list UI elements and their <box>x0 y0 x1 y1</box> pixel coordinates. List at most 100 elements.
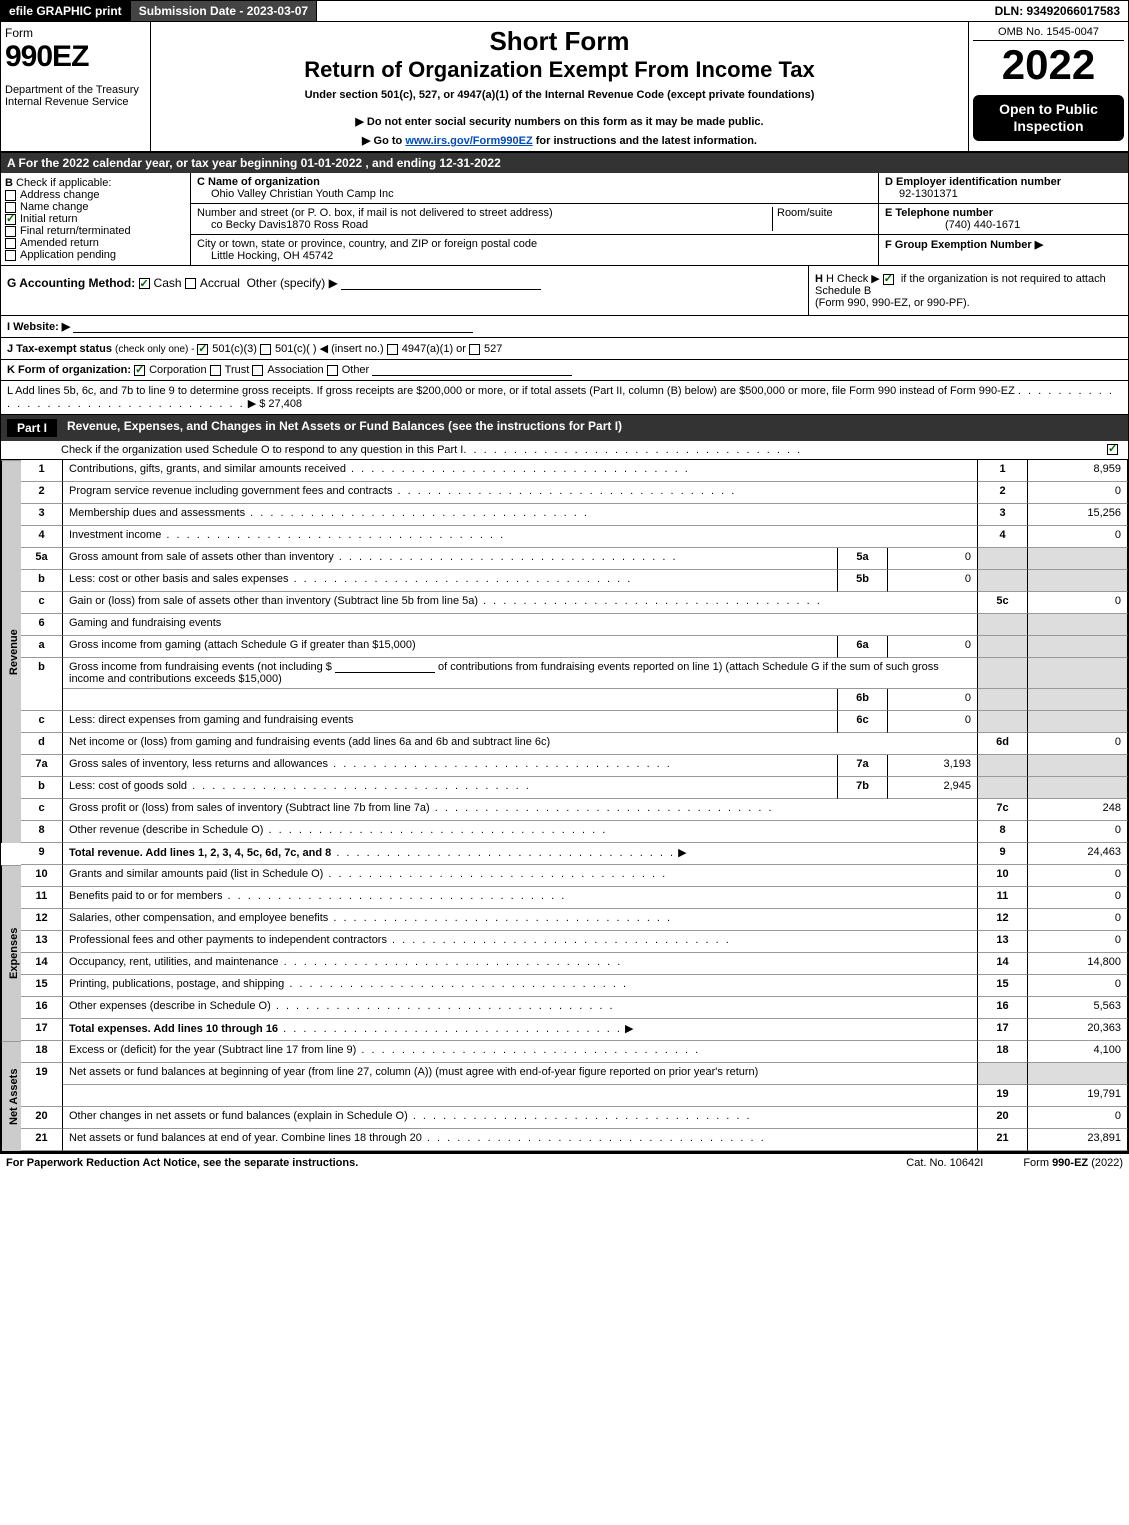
efile-print-button[interactable]: efile GRAPHIC print <box>1 1 131 21</box>
line-box: 2 <box>978 482 1028 504</box>
grey-cell <box>1028 1063 1128 1085</box>
sub-box: 7a <box>838 755 888 777</box>
H-checkbox[interactable] <box>883 274 894 285</box>
line-val: 8,959 <box>1028 460 1128 482</box>
line-label: Occupancy, rent, utilities, and maintena… <box>69 956 279 968</box>
grey-cell <box>978 689 1028 711</box>
501c3-label: 501(c)(3) <box>212 343 257 355</box>
amended-return-checkbox[interactable] <box>5 238 16 249</box>
spacer <box>1 843 21 865</box>
line-label: Less: cost of goods sold <box>69 780 187 792</box>
application-pending-checkbox[interactable] <box>5 250 16 261</box>
line-box: 7c <box>978 799 1028 821</box>
line-label: Gain or (loss) from sale of assets other… <box>69 595 478 607</box>
cash-checkbox[interactable] <box>139 278 150 289</box>
line-num: 19 <box>21 1063 63 1107</box>
phone-value: (740) 440-1671 <box>885 219 1020 231</box>
schedule-o-checkbox[interactable] <box>1107 444 1118 455</box>
sub-box: 5b <box>838 570 888 592</box>
org-name: Ohio Valley Christian Youth Camp Inc <box>197 188 394 200</box>
section-B-C-DEF: B Check if applicable: Address change Na… <box>1 173 1128 266</box>
sub-val: 0 <box>888 689 978 711</box>
line-box: 16 <box>978 997 1028 1019</box>
spacer <box>63 689 838 711</box>
line-num: c <box>21 799 63 821</box>
line-box: 21 <box>978 1129 1028 1151</box>
other-method-input[interactable] <box>341 278 541 290</box>
footer-right-post: (2022) <box>1088 1157 1123 1169</box>
address-change-checkbox[interactable] <box>5 190 16 201</box>
irs-link[interactable]: www.irs.gov/Form990EZ <box>405 135 532 147</box>
other-org-checkbox[interactable] <box>327 365 338 376</box>
name-change-label: Name change <box>20 201 89 213</box>
527-label: 527 <box>484 343 502 355</box>
line-box: 3 <box>978 504 1028 526</box>
application-pending-label: Application pending <box>20 249 116 261</box>
initial-return-checkbox[interactable] <box>5 214 16 225</box>
assoc-checkbox[interactable] <box>252 365 263 376</box>
line-label: Gross income from gaming (attach Schedul… <box>69 639 416 651</box>
spacer <box>63 1085 978 1107</box>
part-I-header: Part I Revenue, Expenses, and Changes in… <box>1 415 1128 441</box>
D-label: D Employer identification number <box>885 176 1061 188</box>
line-val: 20,363 <box>1028 1019 1128 1041</box>
J-small: (check only one) - <box>115 344 197 355</box>
line-label: Contributions, gifts, grants, and simila… <box>69 463 346 475</box>
line-box: 6d <box>978 733 1028 755</box>
line-val: 15,256 <box>1028 504 1128 526</box>
name-change-checkbox[interactable] <box>5 202 16 213</box>
arrow-icon: ▶ <box>625 1023 633 1035</box>
form-number: 990EZ <box>5 40 146 74</box>
corp-checkbox[interactable] <box>134 365 145 376</box>
line-label: Grants and similar amounts paid (list in… <box>69 868 323 880</box>
website-input[interactable] <box>73 321 473 333</box>
accrual-checkbox[interactable] <box>185 278 196 289</box>
line-label: Other changes in net assets or fund bala… <box>69 1110 408 1122</box>
omb-number: OMB No. 1545-0047 <box>973 26 1124 41</box>
501c-checkbox[interactable] <box>260 344 271 355</box>
line-num: a <box>21 636 63 658</box>
line-num: 7a <box>21 755 63 777</box>
line-val: 0 <box>1028 482 1128 504</box>
initial-return-label: Initial return <box>20 213 77 225</box>
other-org-input[interactable] <box>372 364 572 376</box>
line-label: Gross amount from sale of assets other t… <box>69 551 334 563</box>
E-label: E Telephone number <box>885 207 993 219</box>
line-val: 0 <box>1028 865 1128 887</box>
contrib-input[interactable] <box>335 661 435 673</box>
expenses-vlabel: Expenses <box>1 865 21 1041</box>
527-checkbox[interactable] <box>469 344 480 355</box>
org-city: Little Hocking, OH 45742 <box>197 250 333 262</box>
org-address: co Becky Davis1870 Ross Road <box>197 219 368 231</box>
grey-cell <box>978 614 1028 636</box>
4947-checkbox[interactable] <box>387 344 398 355</box>
501c3-checkbox[interactable] <box>197 344 208 355</box>
line-num: b <box>21 658 63 711</box>
H-text1: H Check ▶ <box>826 273 883 285</box>
F-label: F Group Exemption Number ▶ <box>885 239 1043 251</box>
final-return-checkbox[interactable] <box>5 226 16 237</box>
submission-date: Submission Date - 2023-03-07 <box>131 1 317 21</box>
footer-right: Form 990-EZ (2022) <box>1023 1157 1123 1169</box>
line-num: 21 <box>21 1129 63 1151</box>
trust-checkbox[interactable] <box>210 365 221 376</box>
line-box: 15 <box>978 975 1028 997</box>
line-num: 5a <box>21 548 63 570</box>
line-num: 9 <box>21 843 63 865</box>
K-label: K Form of organization: <box>7 364 131 376</box>
line-label: Net income or (loss) from gaming and fun… <box>69 736 550 748</box>
line-label: Printing, publications, postage, and shi… <box>69 978 284 990</box>
addr-label: Number and street (or P. O. box, if mail… <box>197 207 553 219</box>
amended-return-label: Amended return <box>20 237 99 249</box>
sub-box: 5a <box>838 548 888 570</box>
form-subtitle-1: Under section 501(c), 527, or 4947(a)(1)… <box>157 89 962 101</box>
line-label: Net assets or fund balances at beginning… <box>63 1063 978 1085</box>
line-num: c <box>21 592 63 614</box>
form-title-2: Return of Organization Exempt From Incom… <box>157 57 962 83</box>
line-box: 11 <box>978 887 1028 909</box>
other-method-label: Other (specify) ▶ <box>247 276 338 290</box>
grey-cell <box>1028 689 1128 711</box>
line-label: Less: direct expenses from gaming and fu… <box>69 714 353 726</box>
form-container: efile GRAPHIC print Submission Date - 20… <box>0 0 1129 1152</box>
form-title-1: Short Form <box>157 26 962 57</box>
